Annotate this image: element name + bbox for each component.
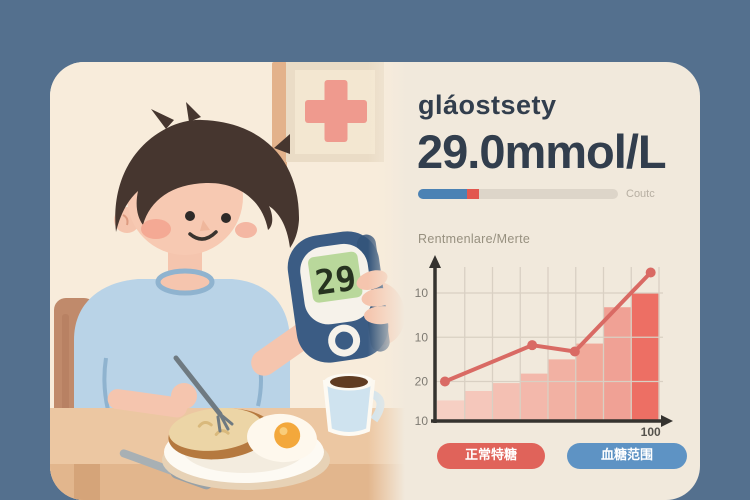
glucose-progress-row: Coutc <box>418 188 655 200</box>
svg-text:10: 10 <box>415 286 429 300</box>
progress-blue-segment <box>418 189 467 199</box>
legend-range-label: 血糖范围 <box>600 448 653 463</box>
fork-arm <box>107 355 234 433</box>
legend-range-button[interactable]: 血糖范围 <box>567 443 687 469</box>
meter-reading: 29 <box>313 259 359 304</box>
glucose-trend-chart: 10 10 20 10 100 <box>415 255 673 439</box>
legend-normal-button[interactable]: 正常特糖 <box>437 443 545 469</box>
toast <box>168 407 272 460</box>
breakfast-illustration: 29 <box>50 62 405 500</box>
panel-fade <box>368 62 405 500</box>
fried-egg <box>247 413 317 463</box>
progress-caption: Coutc <box>626 188 655 200</box>
svg-text:20: 20 <box>415 375 429 389</box>
reading-title: gláostsety <box>418 90 557 120</box>
medical-cross-icon <box>286 62 384 162</box>
fork <box>173 355 223 417</box>
infographic-card: 29 gláostsety 29.0mmol/L Coutc Rentmenla… <box>50 62 700 500</box>
glucose-progress-bar <box>418 189 618 199</box>
chart-title: Rentmenlare/Merte <box>418 232 531 246</box>
legend-normal-label: 正常特糖 <box>464 448 517 463</box>
data-panel: gláostsety 29.0mmol/L Coutc Rentmenlare/… <box>405 62 700 500</box>
hair <box>115 119 300 248</box>
reading-value: 29.0mmol/L <box>417 125 667 178</box>
progress-red-segment <box>467 189 479 199</box>
boy-head <box>114 102 300 255</box>
legend-row: 正常特糖 血糖范围 <box>437 443 687 469</box>
svg-text:10: 10 <box>415 330 429 344</box>
meter-screen <box>308 251 363 303</box>
svg-text:10: 10 <box>415 414 429 428</box>
breakfast-plate <box>162 407 330 490</box>
svg-text:100: 100 <box>641 425 661 439</box>
